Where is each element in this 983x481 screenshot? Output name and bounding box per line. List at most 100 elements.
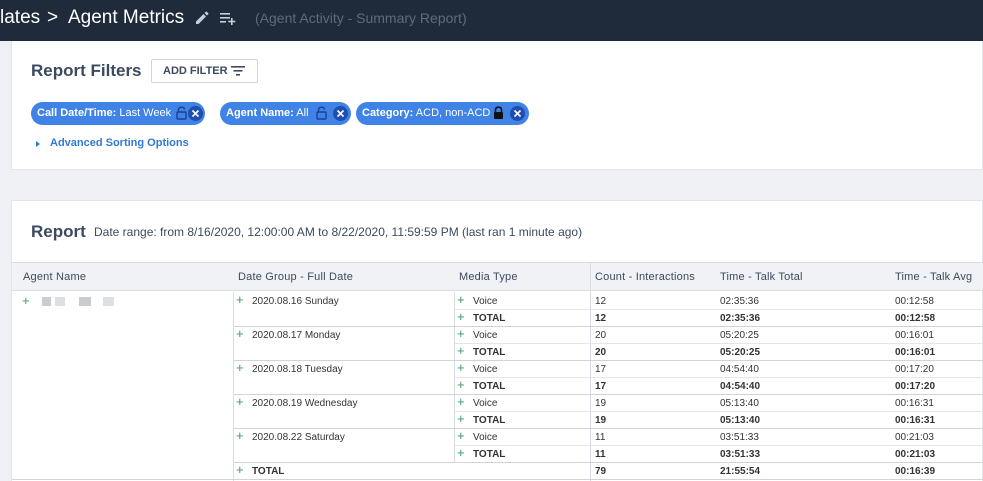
expand-plus-icon[interactable]: + xyxy=(236,394,244,409)
talk-total-cell: 03:51:33 xyxy=(720,432,759,443)
count-cell: 20 xyxy=(595,330,607,341)
count-cell: 17 xyxy=(595,364,607,375)
date-group-cell: 2020.08.22 Saturday xyxy=(252,432,345,443)
column-header-talk-avg[interactable]: Time - Talk Avg xyxy=(895,271,973,283)
expand-plus-icon[interactable]: + xyxy=(457,377,465,392)
count-cell: 12 xyxy=(595,313,607,324)
advanced-sorting-link[interactable]: Advanced Sorting Options xyxy=(50,137,189,149)
media-type-cell: Voice xyxy=(473,296,498,307)
media-type-total-cell: TOTAL xyxy=(473,449,506,460)
grand-total-label: TOTAL xyxy=(252,466,285,477)
add-to-list-icon[interactable] xyxy=(219,10,237,26)
report-date-range: Date range: from 8/16/2020, 12:00:00 AM … xyxy=(94,225,583,239)
column-header-count-interactions[interactable]: Count - Interactions xyxy=(595,271,695,283)
column-divider xyxy=(590,262,591,481)
talk-avg-cell: 00:17:20 xyxy=(895,364,934,375)
expand-plus-icon[interactable]: + xyxy=(236,360,244,375)
filter-chip-category[interactable]: Category: ACD, non-ACD xyxy=(356,102,529,125)
count-cell: 79 xyxy=(595,466,607,477)
talk-avg-cell: 00:16:01 xyxy=(895,347,936,358)
media-type-total-cell: TOTAL xyxy=(473,415,506,426)
expand-arrow-icon[interactable] xyxy=(36,141,40,147)
remove-filter-icon[interactable] xyxy=(333,106,348,121)
date-group-cell: 2020.08.18 Tuesday xyxy=(252,364,343,375)
expand-plus-icon[interactable]: + xyxy=(236,462,244,477)
talk-avg-cell: 00:12:58 xyxy=(895,313,936,324)
talk-avg-cell: 00:16:31 xyxy=(895,415,936,426)
media-type-cell: Voice xyxy=(473,364,498,375)
talk-avg-cell: 00:16:39 xyxy=(895,466,936,477)
filter-icon xyxy=(231,66,245,76)
report-filters-panel: Report Filters ADD FILTER Call Date/Time… xyxy=(11,41,983,170)
talk-avg-cell: 00:12:58 xyxy=(895,296,934,307)
report-title: Report xyxy=(31,222,86,241)
column-header-media-type[interactable]: Media Type xyxy=(459,271,518,283)
talk-total-cell: 02:35:36 xyxy=(720,313,761,324)
filter-chip-agent-name[interactable]: Agent Name: All xyxy=(220,102,351,125)
filters-title: Report Filters xyxy=(31,61,142,80)
count-cell: 19 xyxy=(595,415,607,426)
add-filter-label: ADD FILTER xyxy=(163,65,228,77)
expand-plus-icon[interactable]: + xyxy=(236,428,244,443)
column-header-date-group[interactable]: Date Group - Full Date xyxy=(238,271,354,283)
expand-plus-icon[interactable]: + xyxy=(457,343,465,358)
column-divider xyxy=(233,292,234,481)
expand-plus-icon[interactable]: + xyxy=(236,326,244,341)
filter-chip-call-date[interactable]: Call Date/Time: Last Week xyxy=(31,102,205,125)
page-title: Agent Metrics xyxy=(68,7,185,28)
talk-total-cell: 21:55:54 xyxy=(720,466,761,477)
talk-total-cell: 02:35:36 xyxy=(720,296,759,307)
breadcrumb-separator: > xyxy=(47,7,59,28)
redacted-agent-name xyxy=(79,297,91,306)
add-filter-button[interactable]: ADD FILTER xyxy=(151,59,258,83)
talk-total-cell: 04:54:40 xyxy=(720,381,761,392)
count-cell: 17 xyxy=(595,381,607,392)
date-group-cell: 2020.08.19 Wednesday xyxy=(252,398,358,409)
unlocked-icon[interactable] xyxy=(176,106,187,120)
expand-plus-icon[interactable]: + xyxy=(457,411,465,426)
expand-plus-icon[interactable]: + xyxy=(457,428,465,443)
report-subtitle: (Agent Activity - Summary Report) xyxy=(255,10,467,26)
media-type-cell: Voice xyxy=(473,432,498,443)
expand-plus-icon[interactable]: + xyxy=(22,293,30,308)
lock-icon[interactable] xyxy=(493,106,504,120)
chip-label: Category: xyxy=(362,107,414,119)
column-header-talk-total[interactable]: Time - Talk Total xyxy=(720,271,803,283)
talk-total-cell: 04:54:40 xyxy=(720,364,759,375)
expand-plus-icon[interactable]: + xyxy=(457,292,465,307)
count-cell: 12 xyxy=(595,296,607,307)
talk-total-cell: 05:13:40 xyxy=(720,415,761,426)
chip-label: Agent Name: xyxy=(226,107,294,119)
column-header-agent-name[interactable]: Agent Name xyxy=(23,271,87,283)
chip-value: ACD, non-ACD xyxy=(413,107,491,119)
talk-avg-cell: 00:21:03 xyxy=(895,449,936,460)
expand-plus-icon[interactable]: + xyxy=(457,445,465,460)
chip-label: Call Date/Time: xyxy=(37,107,117,119)
pencil-icon[interactable] xyxy=(194,10,210,26)
media-type-total-cell: TOTAL xyxy=(473,381,506,392)
expand-plus-icon[interactable]: + xyxy=(457,309,465,324)
count-cell: 20 xyxy=(595,347,607,358)
report-panel: Report Date range: from 8/16/2020, 12:00… xyxy=(11,200,983,481)
media-type-total-cell: TOTAL xyxy=(473,347,506,358)
remove-filter-icon[interactable] xyxy=(188,106,203,121)
expand-plus-icon[interactable]: + xyxy=(457,360,465,375)
talk-avg-cell: 00:16:31 xyxy=(895,398,934,409)
talk-total-cell: 05:20:25 xyxy=(720,330,759,341)
talk-avg-cell: 00:16:01 xyxy=(895,330,934,341)
breadcrumb-parent[interactable]: lates xyxy=(0,7,41,28)
date-group-cell: 2020.08.17 Monday xyxy=(252,330,341,341)
remove-filter-icon[interactable] xyxy=(510,106,525,121)
expand-plus-icon[interactable]: + xyxy=(457,394,465,409)
unlocked-icon[interactable] xyxy=(316,106,327,120)
date-group-cell: 2020.08.16 Sunday xyxy=(252,296,339,307)
count-cell: 19 xyxy=(595,398,607,409)
talk-avg-cell: 00:21:03 xyxy=(895,432,934,443)
count-cell: 11 xyxy=(595,449,606,460)
column-divider xyxy=(454,292,455,463)
expand-plus-icon[interactable]: + xyxy=(236,292,244,307)
media-type-total-cell: TOTAL xyxy=(473,313,506,324)
redacted-agent-name xyxy=(103,297,114,306)
expand-plus-icon[interactable]: + xyxy=(457,326,465,341)
talk-total-cell: 03:51:33 xyxy=(720,449,761,460)
